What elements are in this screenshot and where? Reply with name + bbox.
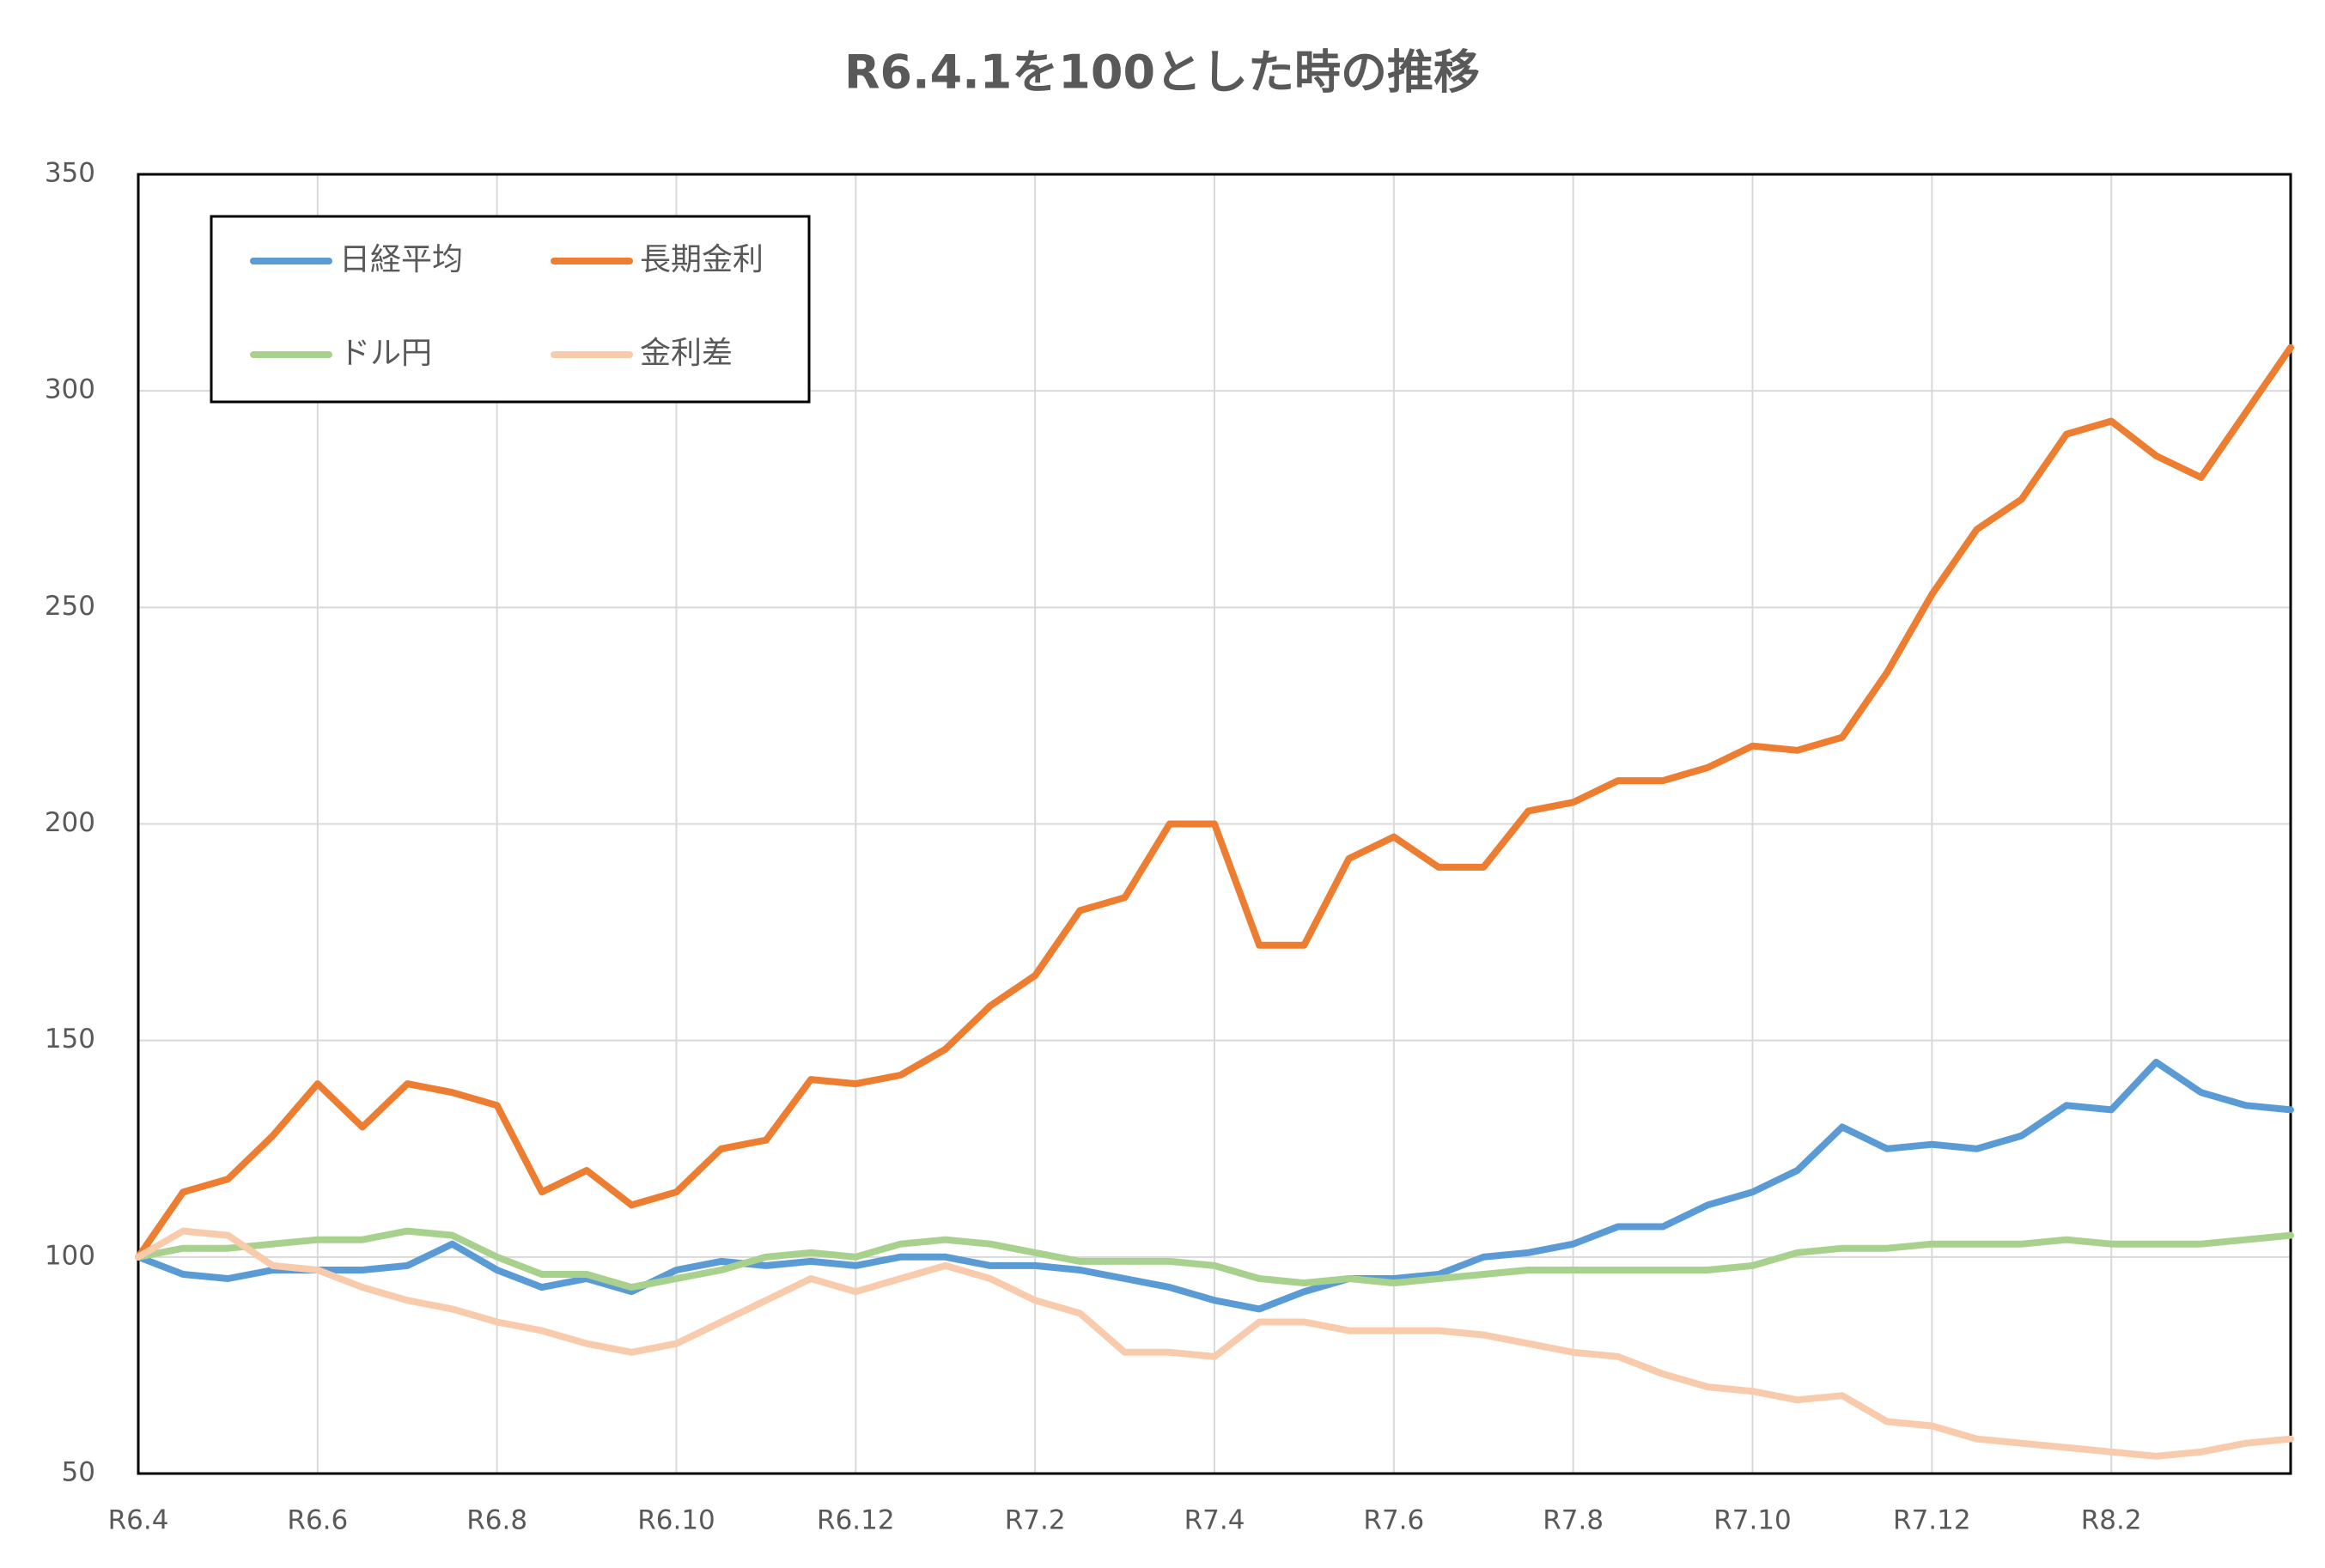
- x-tick-label: R7.4: [1184, 1505, 1245, 1536]
- x-tick-label: R7.10: [1713, 1505, 1792, 1536]
- y-tick-label: 50: [62, 1457, 95, 1488]
- x-tick-label: R8.2: [2081, 1505, 2142, 1536]
- legend-label: ドル円: [339, 336, 432, 371]
- plot-border: [137, 173, 2292, 1475]
- y-tick-label: 200: [45, 807, 95, 838]
- y-tick-label: 100: [45, 1240, 95, 1271]
- legend-label: 日経平均: [339, 242, 463, 277]
- y-tick-label: 350: [45, 158, 95, 189]
- x-tick-label: R7.12: [1893, 1505, 1971, 1536]
- legend-box: [210, 215, 811, 404]
- x-tick-label: R7.6: [1363, 1505, 1424, 1536]
- legend-label: 金利差: [640, 336, 733, 371]
- series-line: [135, 1058, 2294, 1313]
- series-line: [135, 343, 2294, 1261]
- x-tick-label: R6.8: [466, 1505, 527, 1536]
- x-tick-label: R7.2: [1005, 1505, 1066, 1536]
- series-line: [135, 1227, 2294, 1460]
- x-tick-label: R6.4: [108, 1505, 169, 1536]
- y-tick-label: 250: [45, 591, 95, 622]
- x-tick-label: R7.8: [1543, 1505, 1604, 1536]
- x-tick-label: R6.6: [287, 1505, 348, 1536]
- x-tick-label: R6.10: [637, 1505, 715, 1536]
- y-tick-label: 150: [45, 1024, 95, 1054]
- legend-label: 長期金利: [640, 242, 764, 277]
- x-tick-label: R6.12: [817, 1505, 895, 1536]
- y-tick-label: 300: [45, 374, 95, 405]
- chart-title: R6.4.1を100とした時の推移: [844, 46, 1480, 100]
- series-line: [135, 1227, 2294, 1291]
